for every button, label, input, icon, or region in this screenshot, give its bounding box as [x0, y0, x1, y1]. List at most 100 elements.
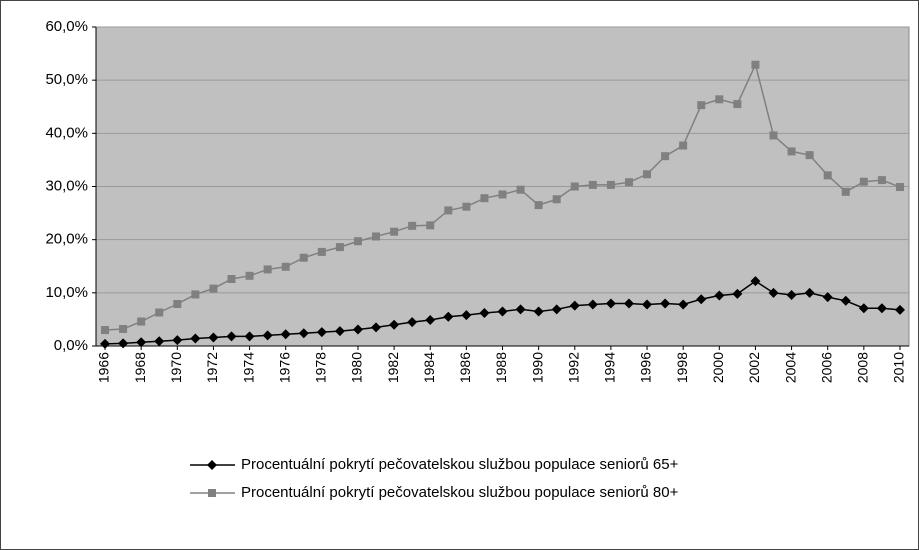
data-point — [245, 271, 254, 280]
data-point — [334, 326, 345, 337]
data-point — [696, 294, 707, 305]
data-point — [209, 284, 218, 293]
x-tick-label: 1982 — [385, 352, 401, 383]
data-point — [715, 95, 724, 104]
data-point — [877, 176, 886, 185]
data-point — [714, 290, 725, 301]
data-point — [732, 288, 743, 299]
data-point — [426, 221, 435, 230]
x-tick-label: 1980 — [349, 352, 365, 383]
data-point — [551, 304, 562, 315]
data-point — [534, 201, 543, 210]
data-point — [569, 300, 580, 311]
data-point — [443, 311, 454, 322]
x-tick-label: 2004 — [782, 352, 798, 383]
x-tick-label: 2006 — [818, 352, 834, 383]
data-point — [262, 330, 273, 341]
data-point — [606, 180, 615, 189]
data-point — [462, 202, 471, 211]
data-point — [226, 331, 237, 342]
data-point — [100, 338, 111, 349]
data-point — [408, 221, 417, 230]
data-point — [894, 304, 905, 315]
data-point — [822, 292, 833, 303]
data-point — [895, 183, 904, 192]
data-point — [552, 195, 561, 204]
data-point — [137, 317, 146, 326]
data-point — [841, 187, 850, 196]
data-point — [769, 131, 778, 140]
x-tick-label: 2000 — [710, 352, 726, 383]
data-point — [823, 171, 832, 180]
x-tick-label: 1966 — [96, 352, 112, 383]
data-point — [352, 324, 363, 335]
data-point — [173, 299, 182, 308]
x-tick-label: 1976 — [276, 352, 292, 383]
x-tick-label: 1970 — [168, 352, 184, 383]
x-tick-label: 1996 — [638, 352, 654, 383]
data-point — [154, 336, 165, 347]
data-point — [876, 303, 887, 314]
data-point — [191, 290, 200, 299]
legend-label: Procentuální pokrytí pečovatelskou služb… — [241, 484, 679, 501]
data-point — [444, 206, 453, 215]
data-point — [190, 333, 201, 344]
data-point — [643, 170, 652, 179]
data-point — [155, 308, 164, 317]
data-point — [679, 141, 688, 150]
data-point — [804, 287, 815, 298]
data-point — [335, 243, 344, 252]
x-tick-label: 1974 — [240, 352, 256, 383]
data-point — [858, 303, 869, 314]
y-tick-label: 40,0% — [45, 124, 88, 141]
data-point — [353, 237, 362, 246]
data-point — [101, 326, 110, 335]
legend-label: Procentuální pokrytí pečovatelskou služb… — [241, 456, 679, 473]
x-tick-label: 1992 — [565, 352, 581, 383]
legend-marker — [207, 460, 217, 470]
data-point — [750, 276, 761, 287]
data-point — [533, 306, 544, 317]
data-point — [497, 306, 508, 317]
data-point — [859, 177, 868, 186]
data-point — [280, 329, 291, 340]
data-point — [119, 324, 128, 333]
data-point — [570, 182, 579, 191]
data-point — [372, 232, 381, 241]
data-point — [480, 194, 489, 203]
data-point — [660, 298, 671, 309]
y-tick-label: 30,0% — [45, 177, 88, 194]
data-point — [768, 287, 779, 298]
x-tick-label: 1986 — [457, 352, 473, 383]
data-point — [805, 151, 814, 160]
x-tick-label: 2010 — [891, 352, 907, 383]
data-point — [661, 152, 670, 161]
data-point — [263, 265, 272, 274]
data-point — [298, 328, 309, 339]
x-tick-label: 1972 — [204, 352, 220, 383]
data-point — [605, 298, 616, 309]
data-point — [317, 247, 326, 256]
data-point — [389, 319, 400, 330]
data-point — [136, 337, 147, 348]
data-point — [118, 338, 129, 349]
y-tick-label: 50,0% — [45, 71, 88, 88]
legend-marker — [208, 489, 216, 497]
data-point — [588, 180, 597, 189]
data-point — [316, 327, 327, 338]
data-point — [751, 60, 760, 69]
data-point — [516, 185, 525, 194]
data-point — [515, 304, 526, 315]
x-tick-label: 1990 — [529, 352, 545, 383]
data-point — [786, 289, 797, 300]
x-tick-label: 1968 — [132, 352, 148, 383]
x-tick-label: 1984 — [421, 352, 437, 383]
data-point — [461, 310, 472, 321]
data-point — [407, 317, 418, 328]
y-tick-label: 10,0% — [45, 284, 88, 301]
data-point — [840, 295, 851, 306]
data-point — [498, 190, 507, 199]
data-point — [208, 332, 219, 343]
x-tick-label: 1994 — [602, 352, 618, 383]
